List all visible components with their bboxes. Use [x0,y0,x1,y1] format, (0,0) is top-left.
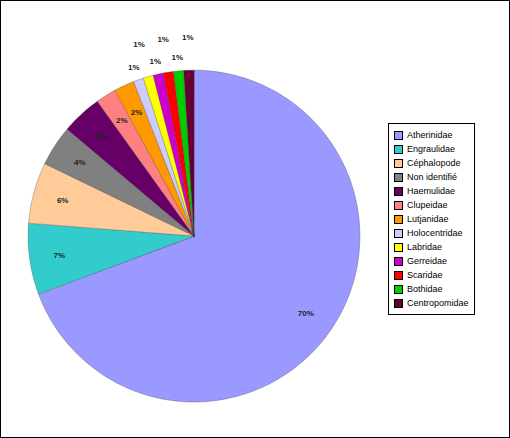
svg-text:1%: 1% [128,63,140,72]
html-text:Bothidae: Bothidae [407,284,443,294]
svg-text:1%: 1% [172,53,184,62]
svg-text:1%: 1% [150,57,162,66]
html-text:Gerreidae: Gerreidae [407,256,447,266]
html-text:Lutjanidae: Lutjanidae [407,214,449,224]
html-text:Céphalopode: Céphalopode [407,158,461,168]
svg-text:4%: 4% [96,132,108,141]
svg-text:1%: 1% [157,35,169,44]
html-text:Atherinidae: Atherinidae [407,130,453,140]
svg-text:4%: 4% [74,158,86,167]
html-text:Engraulidae: Engraulidae [407,144,455,154]
html-text:Non identifié: Non identifié [407,172,457,182]
html-text:Holocentridae: Holocentridae [407,228,463,238]
html-text:Scaridae: Scaridae [407,270,443,280]
svg-text:1%: 1% [182,33,194,42]
svg-text:2%: 2% [116,116,128,125]
html-text:Haemulidae: Haemulidae [407,186,455,196]
svg-text:6%: 6% [57,196,69,205]
html-text:Labridae: Labridae [407,242,442,252]
svg-text:70%: 70% [298,309,314,318]
html-text:Clupeidae: Clupeidae [407,200,448,210]
svg-text:2%: 2% [131,108,143,117]
svg-text:1%: 1% [133,40,145,49]
svg-text:7%: 7% [54,251,66,260]
html-text:Centropomidae: Centropomidae [407,298,469,308]
